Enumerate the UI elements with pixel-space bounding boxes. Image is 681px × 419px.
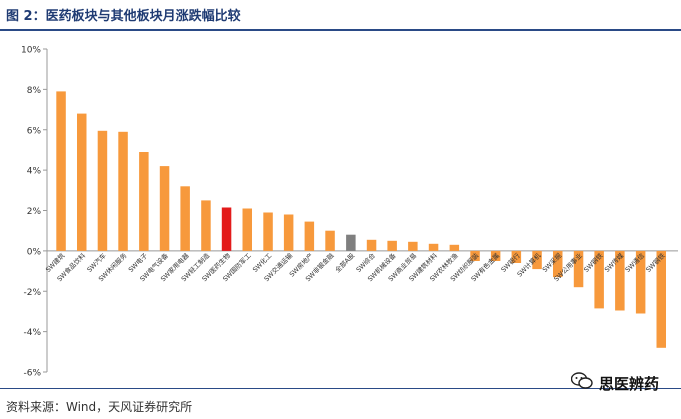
- bar: [532, 250, 542, 270]
- bar: [242, 208, 252, 251]
- bar: [56, 91, 66, 251]
- bar: [594, 250, 604, 309]
- bar: [263, 212, 273, 251]
- bar: [97, 130, 108, 251]
- y-tick-label: 0%: [27, 247, 42, 257]
- y-tick-label: 8%: [27, 86, 42, 96]
- bar: [77, 113, 87, 251]
- bar: [159, 166, 170, 251]
- bar: [656, 250, 666, 348]
- wechat-icon: [570, 372, 593, 394]
- bar: [470, 250, 480, 261]
- bar: [511, 250, 522, 263]
- bar-series: [56, 91, 666, 348]
- bar: [615, 250, 625, 311]
- bar: [387, 240, 397, 251]
- footer-divider: [0, 388, 681, 389]
- y-tick-label: -6%: [23, 369, 41, 379]
- x-axis-labels: SW建筑SW食品饮料SW汽车SW休闲服务SW电子SW电气设备SW家用电器SW轻工…: [43, 251, 667, 284]
- watermark: 思医辨药: [570, 372, 659, 394]
- y-tick-label: 6%: [27, 126, 42, 136]
- bar: [553, 250, 563, 278]
- bar: [304, 221, 315, 251]
- bar: [201, 200, 211, 251]
- bar: [490, 250, 501, 261]
- bar: [325, 230, 335, 251]
- y-tick-label: -2%: [23, 288, 41, 298]
- bar: [573, 250, 584, 288]
- bar: [408, 241, 418, 251]
- bar: [139, 152, 149, 251]
- title-divider: [0, 29, 681, 31]
- bar: [118, 131, 128, 251]
- bar: [449, 244, 460, 251]
- bar: [283, 214, 294, 251]
- source-note: 资料来源：Wind，天风证券研究所: [6, 400, 193, 414]
- bar: [180, 186, 190, 251]
- x-tick-label: 全部A股: [333, 251, 357, 275]
- y-tick-label: -4%: [23, 328, 41, 338]
- bar: [428, 243, 439, 251]
- y-tick-label: 4%: [27, 167, 42, 177]
- bar: [221, 207, 232, 251]
- watermark-text: 思医辨药: [598, 374, 659, 393]
- bar: [346, 234, 356, 251]
- page-title: 图 2：医药板块与其他板块月涨跌幅比较: [6, 9, 241, 24]
- y-tick-label: 10%: [21, 46, 41, 56]
- y-tick-label: 2%: [27, 207, 42, 217]
- bar: [635, 250, 646, 314]
- bar-chart: 10% 8% 6% 4% 2% 0% -2% -4% -6% SW建筑SW食品饮料SW汽车SW休…: [21, 46, 678, 379]
- bar: [366, 239, 377, 251]
- y-axis: 10% 8% 6% 4% 2% 0% -2% -4% -6%: [21, 46, 678, 379]
